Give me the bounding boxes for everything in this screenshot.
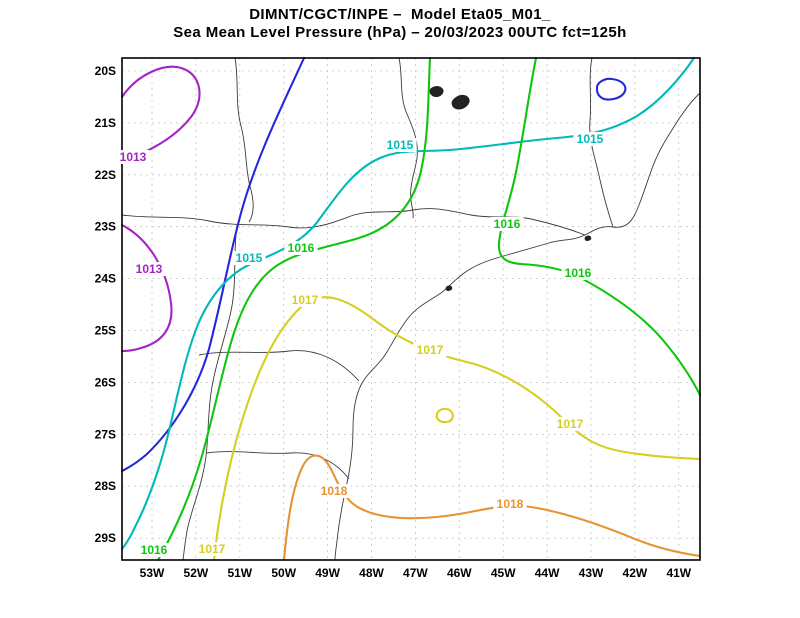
contour-label-bg [490, 217, 524, 231]
contour-label-bg [383, 138, 417, 152]
contour-label-bg [288, 293, 322, 307]
y-tick-label: 26S [95, 375, 116, 389]
x-tick-label: 48W [359, 566, 384, 580]
chart-title-line2: Sea Mean Level Pressure (hPa) – 20/03/20… [173, 24, 627, 41]
contour-label: 1016 [288, 241, 315, 255]
x-tick-label: 51W [227, 566, 252, 580]
contour-label-bg [561, 266, 595, 280]
y-tick-label: 28S [95, 479, 116, 493]
x-tick-label: 47W [403, 566, 428, 580]
y-tick-label: 20S [95, 64, 116, 78]
state-border-path [589, 57, 614, 228]
contour-label: 1017 [417, 343, 444, 357]
x-tick-label: 53W [140, 566, 165, 580]
contour-label-bg [284, 241, 318, 255]
contour-line-1017 [435, 407, 454, 424]
contour-label: 1013 [136, 262, 163, 276]
y-tick-label: 21S [95, 116, 116, 130]
x-tick-label: 44W [535, 566, 560, 580]
y-tick-label: 25S [95, 324, 116, 338]
x-tick-label: 46W [447, 566, 472, 580]
contour-label-bg [573, 132, 607, 146]
contour-label-bg [132, 262, 166, 276]
coastline-path [334, 92, 701, 561]
contour-label-bg [413, 343, 447, 357]
contour-line-1013 [120, 223, 173, 353]
contour-label: 1015 [236, 251, 263, 265]
lake-path [429, 86, 444, 97]
y-tick-label: 22S [95, 168, 116, 182]
contour-line-1018 [282, 454, 702, 562]
contour-label: 1017 [199, 542, 226, 556]
contour-label: 1018 [497, 497, 524, 511]
contour-label-bg [116, 150, 150, 164]
contour-label: 1017 [292, 293, 319, 307]
island-path [584, 235, 592, 241]
y-tick-label: 23S [95, 220, 116, 234]
contour-line-1015 [120, 56, 696, 551]
x-tick-label: 43W [579, 566, 604, 580]
contour-label-bg [137, 543, 171, 557]
lake-path [451, 94, 470, 110]
river-path [182, 224, 238, 561]
contour-line-1016 [497, 56, 702, 397]
contour-label: 1015 [387, 138, 414, 152]
contour-label-bg [195, 542, 229, 556]
contour-label: 1016 [494, 217, 521, 231]
contour-label: 1017 [557, 417, 584, 431]
contour-label: 1016 [141, 543, 168, 557]
contour-label: 1018 [321, 484, 348, 498]
y-tick-label: 24S [95, 272, 116, 286]
contour-line-unlabeled [120, 56, 306, 473]
state-border-path [198, 350, 360, 382]
x-tick-label: 45W [491, 566, 516, 580]
y-tick-label: 29S [95, 531, 116, 545]
y-tick-label: 27S [95, 427, 116, 441]
x-tick-label: 49W [315, 566, 340, 580]
contour-label-bg [493, 497, 527, 511]
chart-title-line1: DIMNT/CGCT/INPE – Model Eta05_M01_ [249, 6, 551, 23]
contour-label: 1013 [120, 150, 147, 164]
x-tick-label: 50W [271, 566, 296, 580]
state-border-path [234, 57, 254, 223]
contour-line-1013 [120, 65, 201, 164]
contour-line-unlabeled [595, 77, 627, 101]
state-border-path [398, 57, 418, 219]
contour-label-bg [553, 417, 587, 431]
contour-label: 1015 [577, 132, 604, 146]
island-path [445, 285, 453, 291]
contour-label-bg [232, 251, 266, 265]
contour-line-1016 [156, 56, 432, 562]
plot-frame [121, 57, 701, 561]
contour-label-bg [317, 484, 351, 498]
state-border-path [206, 451, 350, 480]
x-tick-label: 52W [184, 566, 209, 580]
contour-label: 1016 [565, 266, 592, 280]
x-tick-label: 42W [623, 566, 648, 580]
contour-line-1017 [212, 296, 702, 562]
x-tick-label: 41W [666, 566, 691, 580]
